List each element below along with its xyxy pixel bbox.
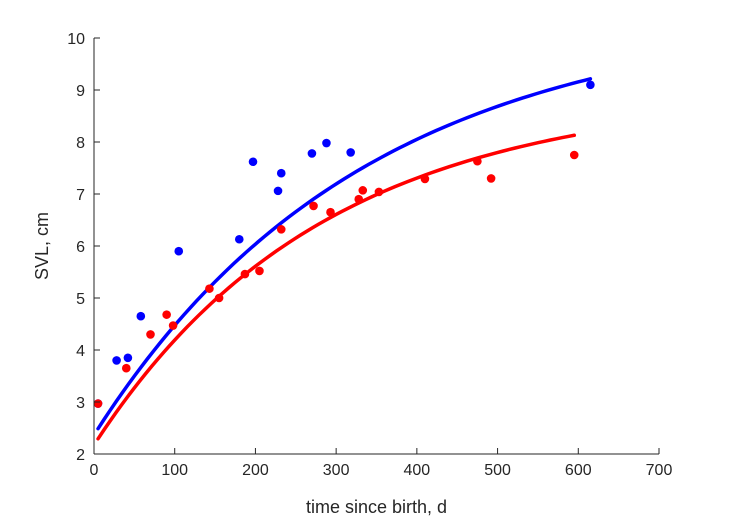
fit-curve-2 [96,133,576,441]
x-tick-label: 200 [242,462,269,479]
x-tick-label: 0 [90,462,99,479]
data-point-series-1 [136,311,146,321]
data-point-series-2 [358,186,368,195]
data-point-series-1 [123,353,133,363]
data-point-series-1 [248,157,258,167]
data-point-series-2 [420,174,430,184]
y-tick-label: 7 [76,187,85,204]
data-point-series-2 [162,310,171,319]
data-point-series-2 [146,330,155,339]
y-tick-label: 4 [76,343,85,360]
x-tick-label: 500 [484,462,511,479]
data-point-series-1 [112,356,121,365]
data-point-series-2 [354,194,364,204]
data-point-series-1 [276,168,286,178]
data-point-series-2 [326,207,335,217]
x-tick-label: 300 [323,462,350,479]
data-point-series-1 [273,186,283,196]
plot-area [93,77,595,441]
data-point-series-2 [276,225,286,234]
x-tick-label: 600 [565,462,592,479]
data-point-series-1 [586,80,595,90]
y-axis-label: SVL, cm [32,212,52,280]
data-point-series-2 [255,266,264,276]
data-point-series-2 [486,174,496,183]
data-point-series-1 [174,246,184,256]
y-tick-label: 5 [76,291,85,308]
data-point-series-2 [168,321,178,330]
y-tick-label: 6 [76,239,85,256]
fit-curve-1 [96,77,593,431]
data-point-series-2 [93,399,103,408]
y-tick-label: 3 [76,395,85,412]
y-tick-label: 8 [76,135,85,152]
data-point-series-2 [569,150,579,160]
data-point-series-2 [214,293,224,303]
data-point-series-2 [309,201,318,211]
x-axis-label: time since birth, d [306,497,447,517]
data-point-series-1 [307,149,317,158]
data-point-series-1 [346,148,355,157]
data-point-series-2 [121,363,131,373]
y-tick-label: 9 [76,83,85,100]
x-tick-label: 400 [404,462,431,479]
data-point-series-2 [240,269,250,279]
y-tick-label: 2 [76,447,85,464]
x-tick-label: 100 [161,462,188,479]
axes: 0 100 200 300 400 500 600 700 2 3 4 5 6 7 8 9 10 [67,31,672,479]
y-tick-label: 10 [67,31,85,48]
data-point-series-1 [322,138,331,148]
data-point-series-2 [374,187,384,197]
data-point-series-1 [234,234,244,244]
x-tick-label: 700 [646,462,673,479]
data-point-series-2 [205,284,214,293]
data-point-series-2 [473,156,482,166]
